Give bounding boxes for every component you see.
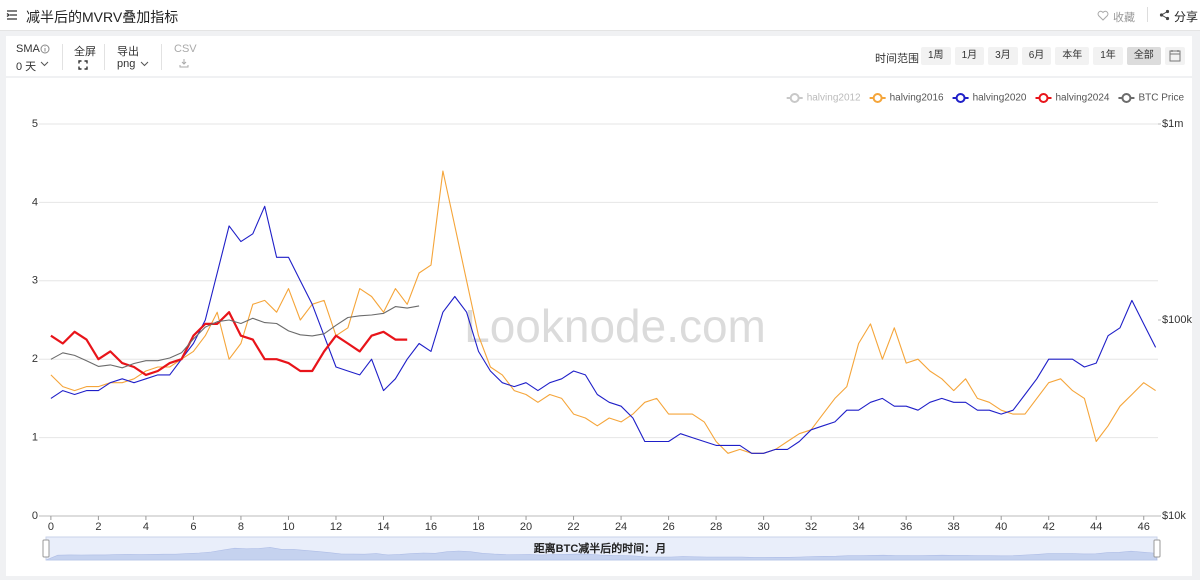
legend-marker xyxy=(955,93,966,103)
y-tick-label: 5 xyxy=(32,118,38,130)
download-icon[interactable] xyxy=(179,58,189,68)
x-tick-label: 26 xyxy=(662,521,674,533)
x-tick-label: 24 xyxy=(615,521,627,533)
series-line xyxy=(50,170,1156,454)
info-icon xyxy=(40,44,50,54)
legend-item[interactable]: BTC Price xyxy=(1118,93,1184,104)
export-label: 导出 xyxy=(117,46,139,58)
x-tick-label: 8 xyxy=(238,521,244,533)
sma-label: SMA xyxy=(16,43,40,55)
x-tick-label: 44 xyxy=(1090,521,1102,533)
x-tick-label: 46 xyxy=(1138,521,1150,533)
calendar-button[interactable] xyxy=(1165,47,1185,65)
x-axis-title: 距离BTC减半后的时间：月 xyxy=(534,541,667,555)
x-tick-label: 6 xyxy=(190,521,196,533)
favorite-button[interactable]: 收藏 xyxy=(1113,12,1135,24)
fullscreen-icon[interactable] xyxy=(78,60,88,70)
x-tick-label: 22 xyxy=(567,521,579,533)
x-tick-label: 28 xyxy=(710,521,722,533)
x-tick-label: 40 xyxy=(995,521,1007,533)
legend-label: halving2020 xyxy=(973,93,1027,104)
x-tick-label: 2 xyxy=(95,521,101,533)
x-tick-label: 4 xyxy=(143,521,149,533)
x-tick-label: 38 xyxy=(948,521,960,533)
sma-select[interactable]: 0 天 xyxy=(16,61,37,73)
divider xyxy=(62,44,63,70)
slider-preview xyxy=(45,547,1158,561)
divider xyxy=(104,44,105,70)
range-button[interactable]: 6月 xyxy=(1021,47,1052,65)
legend-item[interactable]: halving2012 xyxy=(786,93,861,104)
x-tick-label: 42 xyxy=(1043,521,1055,533)
legend-label: halving2012 xyxy=(807,93,861,104)
x-tick-label: 16 xyxy=(425,521,437,533)
x-tick-label: 36 xyxy=(900,521,912,533)
y-tick-label: 0 xyxy=(32,510,38,522)
x-tick-label: 34 xyxy=(853,521,865,533)
slider-handle[interactable] xyxy=(1153,539,1161,558)
range-button[interactable]: 全部 xyxy=(1126,47,1161,65)
legend-marker xyxy=(1121,93,1132,103)
legend-item[interactable]: halving2024 xyxy=(1035,93,1110,104)
x-tick-label: 14 xyxy=(377,521,389,533)
toolbar: SMA 0 天 全屏 导出 png CSV 时间范围 1周 1月 3月 6月 本年 1年全… xyxy=(6,36,1192,76)
watermark: Looknode.com xyxy=(464,300,766,352)
share-icon[interactable] xyxy=(1159,9,1170,21)
chevron xyxy=(140,61,149,67)
y-tick-label: 4 xyxy=(32,196,38,208)
range-button[interactable]: 1年 xyxy=(1093,47,1123,65)
header: 减半后的MVRV叠加指标 收藏 分享 xyxy=(0,0,1200,31)
y2-tick-label: $100k xyxy=(1162,314,1192,326)
y2-tick-label: $1m xyxy=(1162,118,1183,130)
divider xyxy=(1147,7,1148,22)
share-button[interactable]: 分享 xyxy=(1174,10,1199,24)
x-tick-label: 12 xyxy=(330,521,342,533)
chevron xyxy=(40,61,49,67)
legend-marker xyxy=(789,93,800,103)
menu-icon[interactable] xyxy=(6,9,18,21)
y-tick-label: 3 xyxy=(32,275,38,287)
legend-item[interactable]: halving2020 xyxy=(952,93,1027,104)
x-tick-label: 32 xyxy=(805,521,817,533)
range-label: 时间范围 xyxy=(875,53,919,65)
heart-icon[interactable] xyxy=(1097,10,1109,21)
y-tick-label: 2 xyxy=(32,353,38,365)
divider xyxy=(161,44,162,70)
x-tick-label: 20 xyxy=(520,521,532,533)
legend-label: halving2016 xyxy=(890,93,944,104)
range-button[interactable]: 3月 xyxy=(988,47,1018,65)
y2-tick-label: $10k xyxy=(1162,510,1186,522)
range-button[interactable]: 1周 xyxy=(921,47,951,65)
x-tick-label: 18 xyxy=(472,521,484,533)
slider-handle[interactable] xyxy=(42,539,50,558)
x-tick-label: 0 xyxy=(48,521,54,533)
calendar-icon xyxy=(1169,50,1181,62)
legend: halving2012 halving2016 halving2020 halving… xyxy=(786,93,1184,104)
legend-marker xyxy=(1038,93,1049,103)
series-line xyxy=(50,311,408,376)
range-button[interactable]: 本年 xyxy=(1055,47,1090,65)
series-line xyxy=(50,205,1157,454)
legend-item[interactable]: halving2016 xyxy=(869,93,944,104)
export-select[interactable]: png xyxy=(117,58,136,70)
y-tick-label: 1 xyxy=(32,432,38,444)
page-title: 减半后的MVRV叠加指标 xyxy=(26,9,179,25)
fullscreen-label[interactable]: 全屏 xyxy=(74,46,96,58)
csv-button[interactable]: CSV xyxy=(174,43,197,55)
x-tick-label: 30 xyxy=(757,521,769,533)
range-button[interactable]: 1月 xyxy=(954,47,985,65)
legend-label: BTC Price xyxy=(1138,93,1184,104)
legend-label: halving2024 xyxy=(1056,93,1110,104)
x-tick-label: 10 xyxy=(282,521,294,533)
series-line xyxy=(50,305,420,369)
legend-marker xyxy=(872,93,883,103)
